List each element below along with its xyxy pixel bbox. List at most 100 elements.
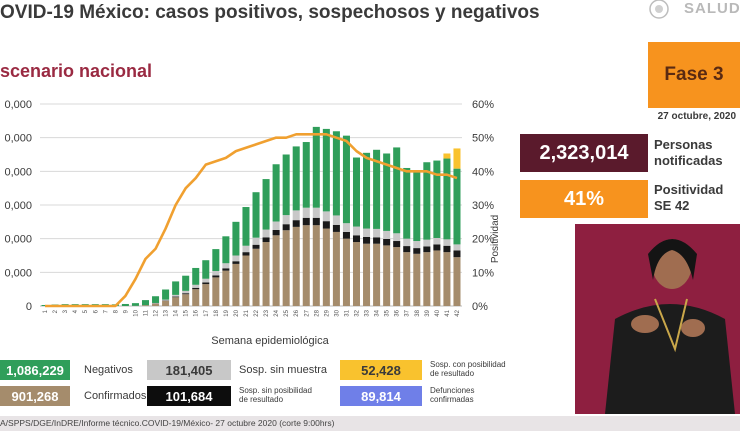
bar-segment — [232, 255, 240, 262]
bar-segment — [403, 246, 411, 253]
positivity-label: Positividad SE 42 — [654, 182, 723, 214]
bar-segment — [172, 296, 180, 298]
bar-segment — [413, 170, 421, 242]
x-tick-label: 28 — [314, 309, 320, 316]
legend-defunciones-line2: confirmadas — [430, 395, 474, 404]
notified-label-line2: notificadas — [654, 153, 723, 168]
chart-bars — [41, 126, 461, 306]
bar-segment — [453, 244, 461, 251]
bar-segment — [433, 237, 441, 245]
x-axis-label: Semana epidemiológica — [211, 335, 329, 347]
bar-segment — [302, 217, 310, 226]
bar-segment — [443, 239, 451, 246]
bar-segment — [363, 243, 371, 306]
section-subtitle: scenario nacional — [0, 61, 153, 81]
legend-defunciones-value: 89,814 — [361, 388, 401, 404]
bar-segment — [433, 250, 441, 306]
bar-segment — [252, 244, 260, 249]
x-tick-label: 2 — [53, 309, 59, 313]
bar-segment — [172, 281, 180, 295]
bar-segment — [131, 303, 139, 306]
bar-segment — [282, 230, 290, 306]
bar-segment — [222, 263, 230, 269]
x-tick-label: 34 — [375, 309, 381, 316]
bar-segment — [141, 305, 150, 306]
bar-segment — [352, 235, 361, 243]
source-footer: A/SPPS/DGE/InDRE/Informe técnico.COVID-1… — [0, 416, 740, 431]
x-tick-label: 13 — [164, 309, 170, 316]
x-tick-label: 12 — [154, 309, 160, 316]
x-tick-label: 30 — [334, 309, 340, 316]
x-tick-label: 40 — [435, 309, 441, 316]
x-tick-label: 11 — [144, 309, 150, 316]
bar-segment — [232, 221, 240, 256]
legend-sosp-sin-posibilidad-value: 101,684 — [165, 388, 213, 404]
legend-sosp-sin-muestra-label: Sosp. sin muestra — [239, 364, 328, 376]
bar-segment — [322, 128, 330, 212]
bar-segment — [152, 303, 160, 306]
legend-negativos-swatch: 1,086,229 — [0, 360, 70, 380]
government-logo — [649, 0, 669, 19]
bar-segment — [312, 207, 320, 218]
x-tick-label: 16 — [194, 309, 200, 316]
bar-segment — [182, 290, 190, 294]
bar-segment — [192, 287, 200, 290]
notified-count: 2,323,014 — [520, 134, 648, 172]
x-tick-label: 26 — [294, 309, 300, 316]
x-tick-label: 32 — [355, 309, 361, 316]
x-tick-label: 19 — [224, 309, 230, 316]
x-tick-label: 6 — [93, 309, 99, 313]
x-tick-label: 38 — [415, 309, 421, 316]
bar-segment — [162, 300, 170, 306]
sign-language-interpreter-video — [575, 224, 740, 414]
bar-segment — [443, 252, 451, 306]
bar-segment — [393, 247, 401, 306]
y2-tick-label: 60% — [472, 99, 494, 111]
bar-segment — [312, 225, 320, 306]
bar-segment — [292, 220, 300, 227]
x-tick-label: 1 — [43, 309, 49, 313]
y2-tick-label: 40% — [472, 166, 494, 178]
bar-segment — [232, 263, 240, 306]
bar-segment — [272, 221, 280, 230]
right-axis-label: Positividad — [490, 215, 501, 263]
bar-segment — [252, 248, 260, 306]
x-tick-label: 39 — [425, 309, 431, 316]
bar-segment — [272, 164, 280, 222]
bar-segment — [383, 239, 391, 246]
y-tick-label: 0,000 — [4, 267, 32, 279]
x-tick-label: 25 — [284, 309, 290, 316]
legend-sosp-con-posibilidad-value: 52,428 — [361, 362, 401, 378]
legend-confirmados-label: Confirmados — [84, 390, 147, 402]
legend-sosp-sin-muestra-swatch: 181,405 — [147, 360, 231, 380]
bar-segment — [332, 131, 340, 216]
bar-segment — [232, 261, 240, 264]
bar-segment — [152, 296, 160, 303]
legend-sosp-sin-posibilidad-line2: de resultado — [239, 395, 284, 404]
bar-segment — [443, 245, 451, 253]
bar-segment — [312, 217, 320, 226]
y-tick-label: 0,000 — [4, 234, 32, 246]
bar-segment — [192, 284, 200, 288]
bar-segment — [121, 303, 129, 306]
x-tick-label: 5 — [83, 309, 89, 313]
positivity-label-line1: Positividad — [654, 182, 724, 197]
interpreter-figure-icon — [575, 224, 740, 414]
bar-segment — [373, 243, 381, 306]
phase-badge: Fase 3 — [648, 42, 740, 108]
bar-segment — [453, 168, 461, 245]
bar-segment — [332, 224, 340, 232]
legend-defunciones-line1: Defunciones — [430, 386, 475, 395]
legend-defunciones-swatch: 89,814 — [340, 386, 422, 406]
bar-segment — [162, 299, 170, 301]
bar-segment — [373, 149, 381, 229]
x-tick-label: 22 — [254, 309, 260, 316]
bar-segment — [302, 142, 310, 208]
bar-segment — [413, 248, 421, 254]
bar-segment — [172, 297, 180, 306]
bar-segment — [252, 237, 260, 245]
legend-negativos-label: Negativos — [84, 364, 133, 376]
right-axis-ticks: 0% 10% 20% 30% 40% 50% 60% — [472, 99, 494, 313]
bar-segment — [322, 228, 330, 306]
